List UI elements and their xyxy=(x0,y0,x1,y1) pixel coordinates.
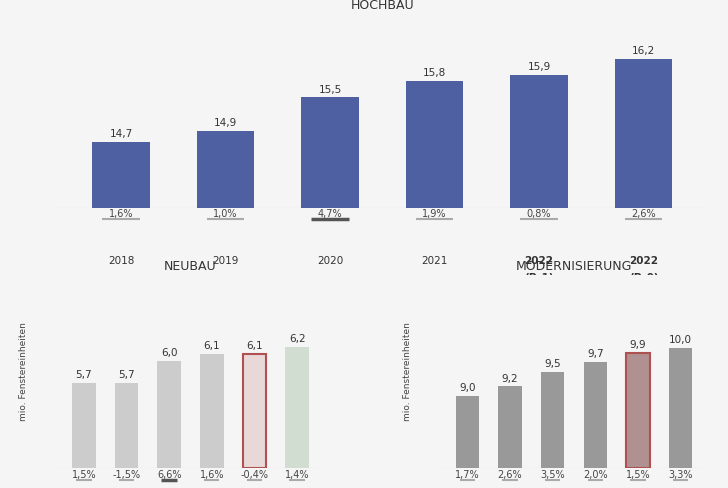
Text: -0,4%: -0,4% xyxy=(240,470,269,480)
Title: MODERNISIERUNG: MODERNISIERUNG xyxy=(515,260,632,273)
Text: 4,7%: 4,7% xyxy=(317,209,342,219)
Text: 6,1: 6,1 xyxy=(246,341,263,351)
Text: 9,0: 9,0 xyxy=(459,383,475,393)
Bar xyxy=(498,386,522,468)
Text: 2019: 2019 xyxy=(213,256,239,266)
Text: 1,0%: 1,0% xyxy=(213,209,238,219)
Title: NEUBAU: NEUBAU xyxy=(164,260,217,273)
Text: 14,7: 14,7 xyxy=(109,129,132,139)
Text: 1,4%: 1,4% xyxy=(285,470,309,480)
Text: 1,9%: 1,9% xyxy=(422,209,447,219)
Bar xyxy=(584,362,607,468)
Text: 15,5: 15,5 xyxy=(318,84,341,95)
Bar xyxy=(626,353,649,468)
Text: 5,7: 5,7 xyxy=(118,370,135,380)
Text: 1,6%: 1,6% xyxy=(199,470,224,480)
Text: 10,0: 10,0 xyxy=(669,335,692,345)
Bar xyxy=(614,59,672,208)
Text: 0,8%: 0,8% xyxy=(526,209,551,219)
Title: HOCHBAU: HOCHBAU xyxy=(350,0,414,12)
Bar xyxy=(197,130,254,208)
Bar xyxy=(669,348,692,468)
Text: 2,0%: 2,0% xyxy=(583,470,608,480)
Bar xyxy=(92,142,150,208)
Text: 1,7%: 1,7% xyxy=(455,470,480,480)
Bar xyxy=(301,98,359,208)
Text: 1,5%: 1,5% xyxy=(71,470,96,480)
Bar xyxy=(242,354,266,468)
Text: 6,1: 6,1 xyxy=(204,341,220,351)
Text: 2,6%: 2,6% xyxy=(498,470,522,480)
Bar xyxy=(157,361,181,468)
Text: 9,2: 9,2 xyxy=(502,373,518,384)
Text: (P_0): (P_0) xyxy=(629,272,658,283)
Text: 9,5: 9,5 xyxy=(545,359,561,369)
Text: 9,9: 9,9 xyxy=(630,340,646,350)
Bar xyxy=(510,75,568,208)
Text: 2022: 2022 xyxy=(524,256,553,266)
Text: 15,8: 15,8 xyxy=(423,68,446,78)
Text: 6,2: 6,2 xyxy=(289,334,306,344)
Text: 15,9: 15,9 xyxy=(527,62,550,72)
Bar xyxy=(456,396,479,468)
Text: mio. Fenstereinheiten: mio. Fenstereinheiten xyxy=(20,323,28,421)
Text: 3,3%: 3,3% xyxy=(668,470,693,480)
Bar xyxy=(115,383,138,468)
Text: mio. Fenstereinheiten: mio. Fenstereinheiten xyxy=(403,323,412,421)
Text: 3,5%: 3,5% xyxy=(540,470,565,480)
Text: 16,2: 16,2 xyxy=(632,46,655,56)
Text: -1,5%: -1,5% xyxy=(112,470,141,480)
Text: 1,6%: 1,6% xyxy=(108,209,133,219)
Text: (P_1): (P_1) xyxy=(524,272,554,283)
Text: 2018: 2018 xyxy=(108,256,134,266)
Text: 5,7: 5,7 xyxy=(76,370,92,380)
Text: 2022: 2022 xyxy=(629,256,658,266)
Text: 1,5%: 1,5% xyxy=(625,470,650,480)
Text: 2,6%: 2,6% xyxy=(631,209,656,219)
Text: 9,7: 9,7 xyxy=(587,349,604,359)
Text: 14,9: 14,9 xyxy=(214,118,237,128)
Bar xyxy=(72,383,95,468)
Bar xyxy=(285,347,309,468)
Bar xyxy=(200,354,223,468)
Text: 6,0: 6,0 xyxy=(161,348,178,358)
Text: 6,6%: 6,6% xyxy=(157,470,181,480)
Text: 2020: 2020 xyxy=(317,256,343,266)
Bar xyxy=(541,372,564,468)
Bar xyxy=(405,81,463,208)
Text: 2021: 2021 xyxy=(422,256,448,266)
